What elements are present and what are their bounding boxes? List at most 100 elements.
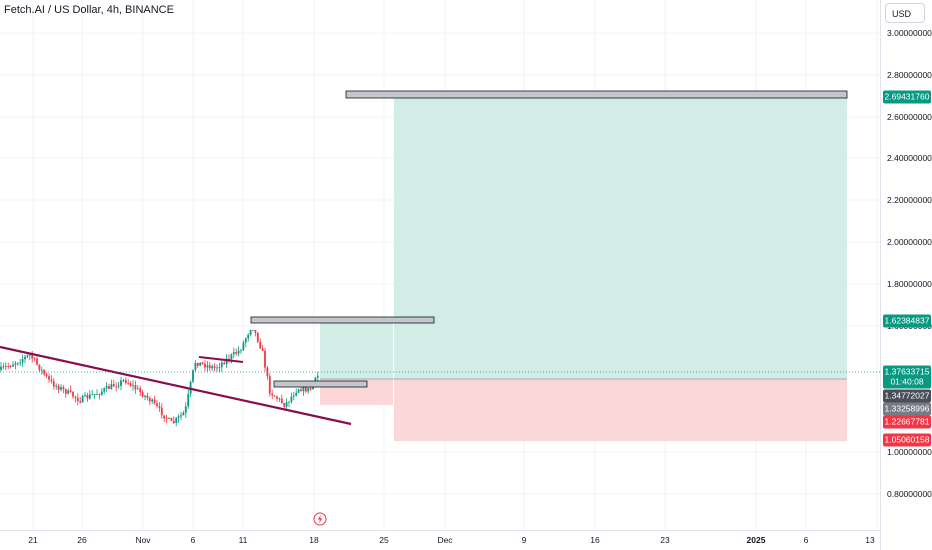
candle-body — [153, 399, 156, 404]
candle-body — [168, 417, 170, 419]
position-zones — [320, 97, 847, 441]
candle-body — [288, 401, 290, 403]
candle-body — [290, 396, 293, 402]
time-tick: 6 — [803, 535, 809, 545]
candle-body — [213, 366, 216, 368]
candle-body — [122, 380, 125, 381]
small-trendline[interactable] — [198, 356, 244, 363]
descending-trendline[interactable] — [0, 345, 352, 426]
candle-body — [96, 394, 98, 395]
candle-body — [309, 387, 312, 390]
candle-body — [76, 397, 79, 401]
currency-button[interactable]: USD — [885, 3, 925, 23]
candle-body — [244, 338, 247, 343]
candle-body — [285, 402, 288, 407]
candle-body — [117, 385, 120, 387]
candle-body — [271, 393, 274, 396]
price-tick: 2.80000000 — [887, 70, 932, 80]
candle-body — [115, 386, 118, 388]
candle-body — [216, 367, 218, 369]
candle-body — [52, 381, 55, 387]
candle-body — [163, 415, 166, 419]
price-label: 01:40:08 — [883, 375, 931, 389]
stop-zone-large — [394, 379, 847, 441]
candle-body — [132, 385, 134, 387]
candle-body — [50, 379, 53, 382]
candle-body — [249, 330, 252, 335]
candle-body — [144, 395, 146, 397]
candle-body — [283, 403, 286, 407]
candle-body — [292, 395, 295, 397]
candle-body — [120, 380, 122, 386]
drawings[interactable] — [0, 90, 880, 426]
candle-body — [103, 388, 106, 392]
price-label: 1.62384837 — [883, 314, 931, 328]
time-tick: 16 — [590, 535, 600, 545]
candle-body — [16, 362, 19, 364]
candle-body — [204, 363, 206, 368]
candle-body — [196, 362, 199, 366]
candle-body — [158, 406, 161, 408]
time-tick: Dec — [437, 535, 453, 545]
time-tick: 2025 — [746, 535, 766, 545]
time-tick: 9 — [521, 535, 527, 545]
candle-body — [67, 390, 70, 394]
time-tick: 21 — [28, 535, 38, 545]
candle-body — [100, 391, 103, 395]
time-tick: 18 — [309, 535, 319, 545]
candle-body — [280, 398, 283, 404]
candle-body — [228, 358, 230, 360]
candle-body — [7, 366, 10, 367]
time-tick: 13 — [865, 535, 875, 545]
time-tick: 23 — [660, 535, 670, 545]
candle-body — [72, 391, 74, 397]
price-tick: 1.00000000 — [887, 447, 932, 457]
candle-body — [33, 358, 36, 360]
candle-body — [79, 400, 82, 403]
resistance-box-top[interactable] — [345, 90, 848, 99]
price-chart[interactable] — [0, 0, 880, 530]
candle-body — [264, 350, 266, 368]
time-tick: Nov — [135, 535, 151, 545]
candle-body — [199, 362, 202, 366]
candle-body — [136, 388, 139, 390]
candle-body — [172, 420, 175, 423]
candle-body — [69, 390, 72, 392]
candle-body — [98, 394, 101, 395]
price-tick: 1.80000000 — [887, 279, 932, 289]
candle-body — [268, 376, 271, 394]
candle-body — [156, 403, 158, 407]
price-label: 1.22667781 — [883, 415, 931, 429]
candle-body — [302, 386, 305, 392]
target-zone-large — [394, 97, 847, 379]
candle-body — [237, 350, 240, 354]
candle-body — [14, 363, 17, 365]
price-tick: 2.40000000 — [887, 153, 932, 163]
candle-body — [57, 385, 60, 390]
candle-body — [88, 394, 91, 399]
candle-body — [38, 364, 41, 371]
chart-canvas[interactable]: Fetch.AI / US Dollar, 4h, BINANCE — [0, 0, 880, 530]
candle-body — [43, 369, 46, 375]
candle-body — [201, 362, 204, 364]
candle-body — [254, 330, 257, 333]
symbol-title[interactable]: Fetch.AI / US Dollar, 4h, BINANCE — [4, 4, 174, 16]
candle-body — [187, 393, 190, 407]
candle-body — [295, 392, 298, 396]
time-tick: 11 — [238, 535, 248, 545]
candle-body — [48, 376, 50, 380]
candle-body — [148, 398, 151, 402]
candle-body — [300, 389, 302, 392]
support-box[interactable] — [273, 380, 368, 388]
resistance-box-mid[interactable] — [250, 316, 435, 324]
candle-body — [28, 354, 31, 356]
candle-body — [81, 396, 84, 403]
candle-body — [0, 366, 2, 370]
candle-body — [220, 362, 223, 368]
time-axis[interactable]: 21 26 Nov 6 11 18 25 Dec 9 16 23 2025 6 13 — [0, 530, 880, 550]
lightning-icon[interactable] — [313, 512, 327, 526]
price-label: 1.05060158 — [883, 433, 931, 447]
candle-body — [26, 355, 29, 357]
price-axis[interactable]: 3.00000000 2.80000000 2.60000000 2.40000000… — [880, 0, 932, 550]
candle-body — [19, 362, 22, 364]
